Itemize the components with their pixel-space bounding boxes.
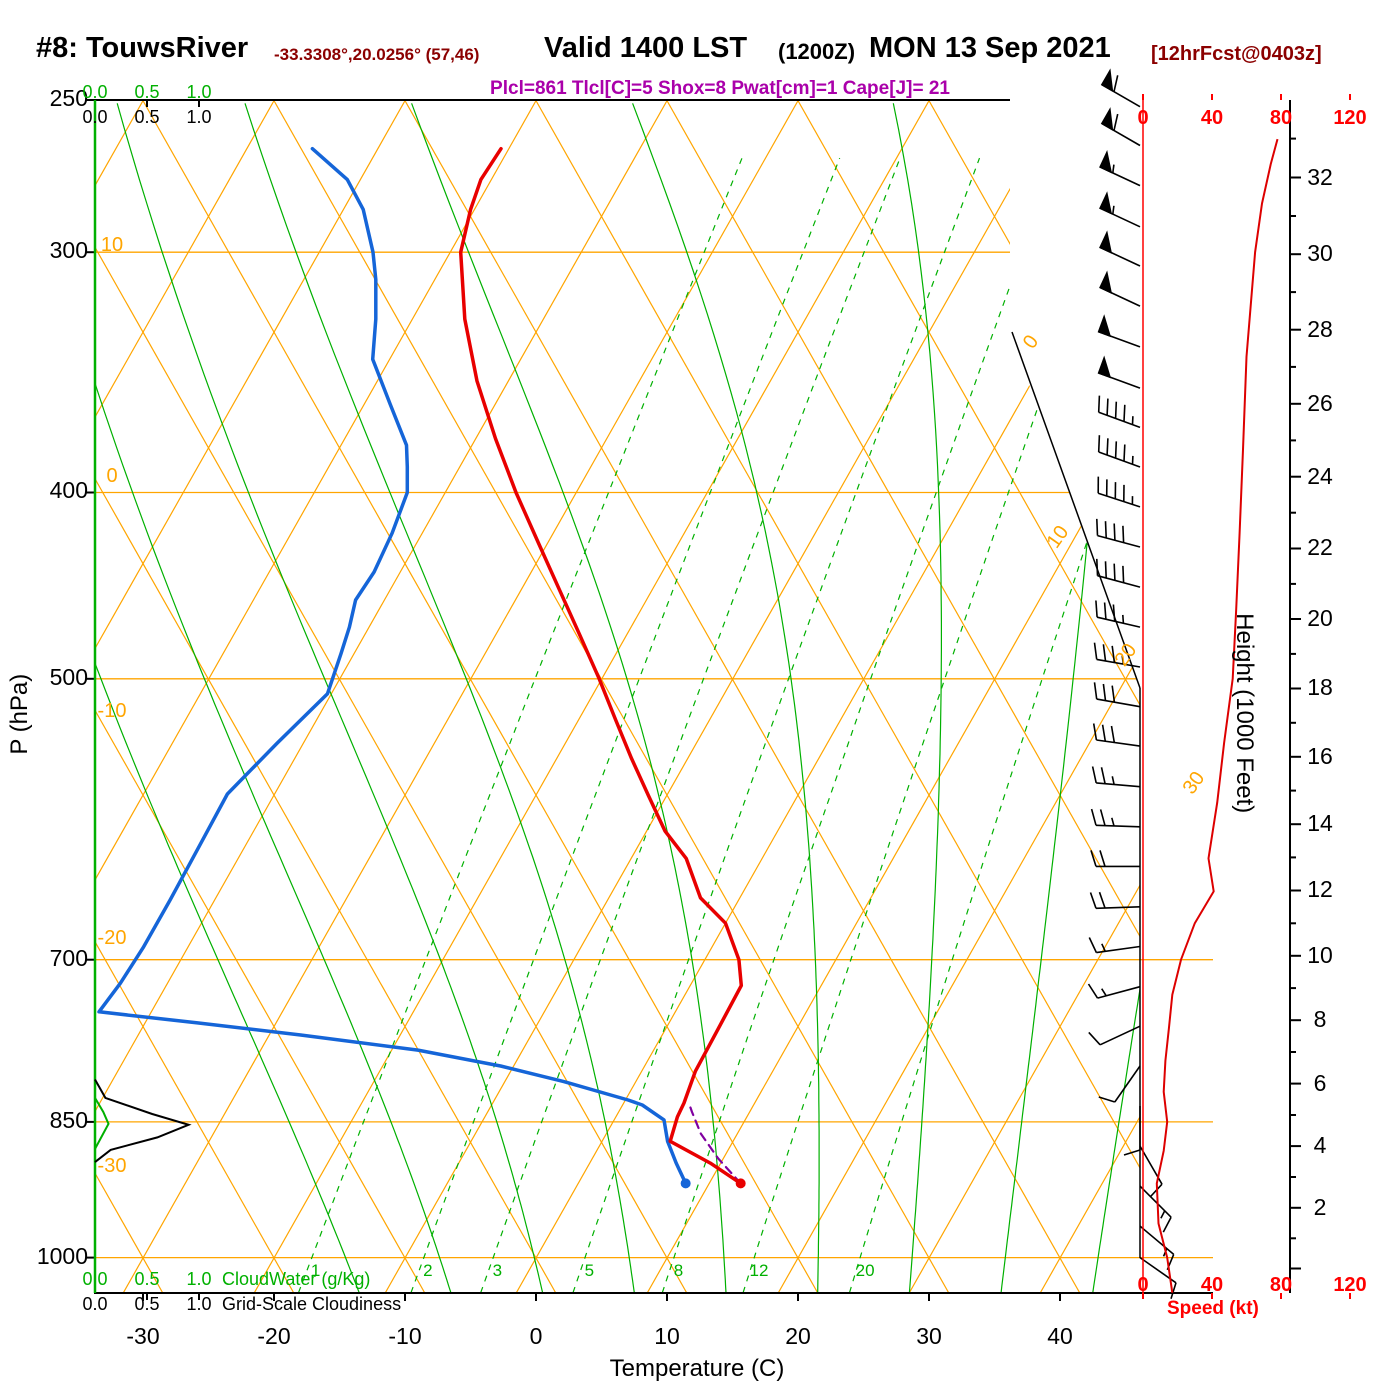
- mixing-ratio-label: 3: [492, 1261, 503, 1280]
- surface-dewpoint-dot: [680, 1178, 691, 1189]
- temperature-tick-label: 10: [654, 1323, 680, 1349]
- speed-tick-label-bottom: 0: [1137, 1274, 1149, 1296]
- parcel-trace: [687, 1100, 742, 1185]
- surface-temperature-dot: [735, 1178, 746, 1189]
- height-tick-label: 4: [1313, 1132, 1327, 1159]
- temperature-tick-label: 0: [529, 1323, 543, 1349]
- grid-scale-cloudiness-trace: [94, 1079, 192, 1163]
- temperature-axis-title: Temperature (C): [609, 1355, 785, 1382]
- speed-tick-label-top: 40: [1200, 107, 1224, 129]
- height-tick-label: 12: [1307, 876, 1333, 903]
- mixing-ratio-label: 20: [855, 1261, 875, 1280]
- height-tick-label: 10: [1307, 941, 1333, 968]
- dry-adiabat-label: -10: [97, 700, 127, 722]
- valid-date: MON 13 Sep 2021: [869, 32, 1111, 64]
- sounding-indices: Plcl=861 Tlcl[C]=5 Shox=8 Pwat[cm]=1 Cap…: [490, 78, 950, 99]
- height-tick-label: 22: [1307, 534, 1333, 561]
- moist-adiabat-grid: [95, 103, 1140, 1293]
- speed-tick-label-bottom: 40: [1200, 1274, 1224, 1296]
- valid-time-zulu: (1200Z): [778, 39, 856, 64]
- wind-speed-trace: [1155, 138, 1279, 1293]
- speed-tick-label-bottom: 120: [1333, 1274, 1367, 1296]
- temperature-tick-label: -10: [388, 1323, 422, 1349]
- height-tick-label: 6: [1313, 1069, 1327, 1096]
- mixing-ratio-label: 1: [310, 1261, 321, 1280]
- cloudiness-scale-bottom: 0.0: [82, 1294, 108, 1314]
- cloud-water-trace: [94, 1097, 110, 1150]
- mixing-ratio-label: 12: [749, 1261, 769, 1280]
- pressure-tick-label: 1000: [36, 1242, 88, 1269]
- mixing-ratio-label: 5: [584, 1261, 595, 1280]
- height-tick-label: 16: [1307, 742, 1333, 769]
- height-tick-label: 14: [1307, 810, 1333, 837]
- temperature-trace: [458, 146, 744, 1186]
- pressure-tick-label: 700: [49, 944, 88, 971]
- speed-tick-label-top: 0: [1137, 107, 1149, 129]
- height-tick-label: 24: [1307, 462, 1333, 489]
- temperature-tick-label: -30: [126, 1323, 160, 1349]
- cloudiness-scale-bottom: 0.5: [134, 1294, 160, 1314]
- dry-adiabat-label: 10: [100, 234, 124, 256]
- pressure-tick-label: 300: [49, 237, 88, 264]
- wind-barbs: [1087, 68, 1177, 1300]
- height-tick-label: 28: [1307, 315, 1333, 342]
- height-tick-label: 2: [1313, 1193, 1327, 1220]
- cloudiness-axis-title: Grid-Scale Cloudiness: [222, 1294, 402, 1314]
- pressure-tick-label: 500: [49, 663, 88, 690]
- cloudwater-scale-bottom: 1.0: [186, 1269, 212, 1289]
- cloudiness-scale-top: 0.5: [134, 107, 160, 127]
- speed-tick-label-top: 80: [1269, 107, 1293, 129]
- temperature-tick-label: 30: [916, 1323, 942, 1349]
- cloudwater-scale-bottom: 0.5: [134, 1269, 160, 1289]
- dry-adiabat-label: -30: [97, 1155, 127, 1177]
- chart-frame: [86, 99, 1213, 1301]
- temperature-tick-label: -20: [257, 1323, 291, 1349]
- height-tick-label: 32: [1307, 163, 1333, 190]
- dry-adiabat-label: 0: [106, 465, 118, 487]
- cloudwater-scale-top: 1.0: [186, 82, 212, 102]
- valid-time: Valid 1400 LST: [544, 32, 748, 64]
- temperature-tick-label: 20: [785, 1323, 811, 1349]
- height-tick-label: 18: [1307, 674, 1333, 701]
- height-tick-label: 30: [1307, 240, 1333, 267]
- pressure-tick-label: 250: [49, 85, 88, 111]
- cloudwater-scale-bottom: 0.0: [82, 1269, 108, 1289]
- temperature-tick-label: 40: [1047, 1323, 1073, 1349]
- speed-axis-ticks: [1142, 94, 1351, 1299]
- height-tick-label: 26: [1307, 389, 1333, 416]
- pressure-tick-label: 850: [49, 1106, 88, 1133]
- height-axis-title: Height (1000 Feet): [1231, 613, 1259, 814]
- cloudiness-scale-bottom: 1.0: [186, 1294, 212, 1314]
- mixing-ratio-label: 2: [423, 1261, 433, 1280]
- dry-adiabat-label: -20: [97, 927, 127, 949]
- pressure-axis-title: P (hPa): [5, 673, 33, 755]
- height-tick-label: 20: [1307, 605, 1333, 632]
- height-axis: [1289, 100, 1301, 1293]
- forecast-tag: [12hrFcst@0403z]: [1151, 43, 1322, 65]
- height-tick-label: 8: [1313, 1006, 1327, 1033]
- pressure-gridlines: [95, 251, 1213, 1259]
- cloudwater-scale-top: 0.0: [82, 82, 108, 102]
- pressure-tick-label: 400: [49, 477, 88, 504]
- cloudwater-scale-top: 0.5: [134, 82, 160, 102]
- mixing-ratio-label: 8: [673, 1261, 684, 1280]
- speed-tick-label-bottom: 80: [1269, 1274, 1293, 1296]
- dewpoint-trace: [97, 146, 688, 1186]
- cloudwater-axis-title: CloudWater (g/Kg): [222, 1269, 371, 1289]
- cloudiness-scale-top: 1.0: [186, 107, 212, 127]
- skewt-orange-grid: [95, 100, 1140, 1293]
- speed-tick-label-top: 120: [1333, 107, 1367, 129]
- page-title-station: #8: TouwsRiver: [36, 32, 249, 64]
- cloudiness-scale-top: 0.0: [82, 107, 108, 127]
- station-coordinates: -33.3308°,20.0256° (57,46): [274, 45, 480, 64]
- speed-axis-title: Speed (kt): [1167, 1298, 1259, 1319]
